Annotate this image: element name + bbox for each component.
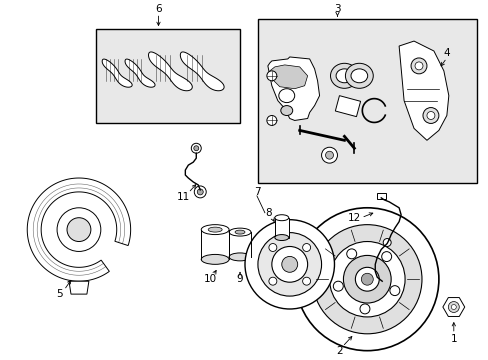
Circle shape [389, 285, 399, 296]
Polygon shape [125, 59, 155, 87]
Circle shape [312, 225, 421, 334]
Text: 9: 9 [236, 274, 243, 284]
Polygon shape [102, 59, 132, 87]
Circle shape [426, 112, 434, 120]
Text: 8: 8 [265, 208, 272, 218]
Polygon shape [180, 52, 224, 91]
Circle shape [447, 302, 458, 312]
Text: 2: 2 [335, 346, 342, 356]
Bar [96, 29, 240, 123]
Circle shape [410, 58, 426, 74]
Circle shape [361, 273, 372, 285]
Circle shape [333, 281, 343, 291]
Polygon shape [148, 52, 192, 91]
Text: 12: 12 [347, 213, 360, 223]
Circle shape [450, 305, 455, 310]
Ellipse shape [201, 255, 228, 264]
Ellipse shape [278, 89, 294, 103]
Circle shape [67, 218, 91, 242]
Circle shape [257, 233, 321, 296]
Circle shape [266, 116, 276, 125]
Text: 11: 11 [176, 192, 189, 202]
Circle shape [383, 239, 390, 247]
Ellipse shape [280, 105, 292, 116]
Circle shape [346, 249, 356, 259]
Circle shape [359, 304, 369, 314]
Text: 6: 6 [155, 4, 162, 14]
Text: 1: 1 [449, 334, 456, 344]
Bar [376, 193, 386, 199]
Text: 10: 10 [203, 274, 216, 284]
Ellipse shape [330, 63, 358, 88]
Ellipse shape [335, 69, 352, 83]
Circle shape [194, 186, 206, 198]
Bar [335, 96, 360, 117]
Circle shape [271, 247, 307, 282]
Polygon shape [69, 281, 89, 294]
Circle shape [268, 277, 276, 285]
Circle shape [302, 277, 310, 285]
Circle shape [57, 208, 101, 251]
Ellipse shape [201, 225, 228, 235]
Polygon shape [27, 178, 130, 281]
Text: 3: 3 [333, 4, 340, 14]
Circle shape [302, 243, 310, 252]
Circle shape [329, 242, 404, 317]
Ellipse shape [274, 215, 288, 221]
Circle shape [295, 208, 438, 351]
Circle shape [422, 108, 438, 123]
Polygon shape [398, 41, 448, 140]
Circle shape [343, 255, 390, 303]
Text: 5: 5 [56, 289, 62, 299]
Text: 7: 7 [253, 187, 260, 197]
Polygon shape [267, 57, 319, 121]
Ellipse shape [228, 253, 250, 261]
Circle shape [268, 243, 276, 252]
Circle shape [281, 256, 297, 272]
Ellipse shape [235, 230, 244, 234]
Circle shape [266, 71, 276, 81]
Circle shape [321, 147, 337, 163]
Bar [257, 19, 476, 183]
Circle shape [197, 189, 203, 195]
Text: 4: 4 [443, 48, 449, 58]
Circle shape [381, 252, 391, 262]
Bar [274, 218, 288, 238]
Polygon shape [269, 65, 307, 89]
Circle shape [355, 267, 379, 291]
Circle shape [414, 62, 422, 70]
Ellipse shape [228, 228, 250, 236]
Circle shape [244, 220, 334, 309]
Circle shape [191, 143, 201, 153]
Ellipse shape [350, 69, 367, 83]
Circle shape [193, 146, 198, 151]
Ellipse shape [345, 63, 372, 88]
Ellipse shape [208, 227, 222, 232]
Ellipse shape [274, 235, 288, 240]
Circle shape [325, 151, 333, 159]
